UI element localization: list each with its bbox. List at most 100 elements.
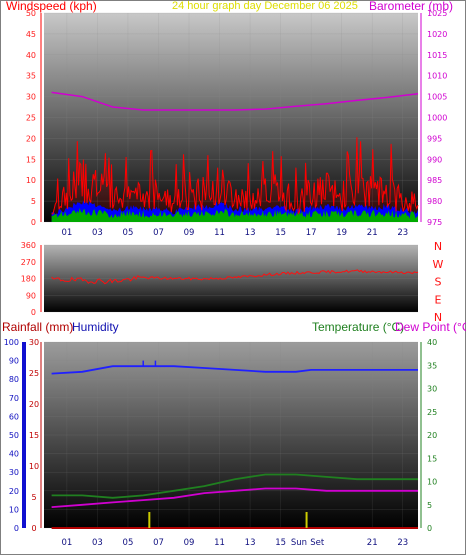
barometer-tick-label: 985 [427, 176, 442, 185]
temp-x-tick-label: Set [310, 538, 325, 548]
rain-tick-label: 15 [29, 431, 39, 440]
temp-x-tick-label: 01 [61, 538, 72, 548]
direction-tick-label: 360 [21, 241, 36, 250]
sun-marker [305, 512, 308, 528]
barometer-tick-label: 1020 [427, 30, 447, 39]
rain-tick-label: 0 [31, 524, 36, 533]
barometer-tick-label: 990 [427, 155, 442, 164]
temp-x-tick-label: 07 [153, 538, 164, 548]
barometer-axis-title: Barometer (mb) [369, 0, 454, 13]
temp-x-tick-label: Sun [291, 538, 307, 548]
wind-tick-label: 45 [26, 30, 36, 39]
barometer-tick-label: 980 [427, 197, 442, 206]
temperature-tick-label: 35 [427, 361, 437, 370]
temperature-tick-label: 5 [427, 501, 432, 510]
windspeed-line [51, 137, 419, 215]
compass-label: E [435, 293, 442, 306]
windspeed-fill [51, 137, 418, 222]
humidity-axis-title: Humidity [72, 320, 119, 334]
temp-x-tick-label: 15 [275, 538, 286, 548]
wind-green-band [51, 208, 418, 222]
compass-label: W [433, 258, 444, 271]
rain-tick-label: 25 [29, 369, 39, 378]
humidity-tick-label: 50 [9, 431, 19, 440]
wind-x-tick-label: 23 [397, 228, 408, 238]
humidity-line [51, 365, 418, 375]
wind-tick-label: 15 [26, 155, 36, 164]
wind-tick-label: 10 [26, 176, 36, 185]
dewpoint-axis-title: Dew Point (°C) [395, 320, 466, 334]
rain-tick-label: 5 [31, 493, 36, 502]
humidity-tick-label: 40 [9, 450, 19, 459]
wind-tick-label: 5 [31, 197, 36, 206]
humidity-tick-label: 100 [4, 338, 19, 347]
temperature-axis-title: Temperature (°C) [312, 320, 405, 334]
compass-label: S [435, 276, 442, 289]
humidity-tick-label: 80 [9, 375, 19, 384]
barometer-tick-label: 1005 [427, 93, 447, 102]
direction-tick-label: 90 [26, 291, 36, 300]
humidity-tick-label: 10 [9, 505, 19, 514]
wind-tick-label: 30 [26, 93, 36, 102]
direction-tick-label: 270 [21, 258, 36, 267]
temp-x-tick-label: 21 [367, 538, 378, 548]
barometer-line [51, 91, 419, 111]
barometer-tick-label: 1000 [427, 114, 447, 123]
temp-x-tick-label: 13 [245, 538, 256, 548]
direction-tick-label: 0 [31, 308, 36, 317]
wind-x-tick-label: 17 [306, 228, 317, 238]
temperature-tick-label: 0 [427, 524, 432, 533]
direction-line [51, 269, 419, 285]
temperature-tick-label: 10 [427, 478, 437, 487]
temperature-tick-label: 30 [427, 385, 437, 394]
humidity-tick-label: 20 [9, 487, 19, 496]
barometer-tick-label: 1025 [427, 9, 447, 18]
wind-tick-label: 0 [31, 218, 36, 227]
humidity-axis-bar [22, 342, 26, 528]
dewpoint-line [51, 487, 418, 508]
humidity-tick-label: 30 [9, 468, 19, 477]
barometer-tick-label: 1010 [427, 72, 447, 81]
wind-tick-label: 35 [26, 72, 36, 81]
temperature-tick-label: 20 [427, 431, 437, 440]
wind-x-tick-label: 19 [336, 228, 347, 238]
temperature-tick-label: 15 [427, 454, 437, 463]
temperature-line [51, 473, 418, 499]
wind-x-tick-label: 05 [123, 228, 134, 238]
direction-panel-background [44, 245, 418, 312]
temp-x-tick-label: 05 [123, 538, 134, 548]
wind-x-tick-label: 15 [275, 228, 286, 238]
sun-marker [148, 512, 151, 528]
humidity-tick-label: 0 [14, 524, 19, 533]
temp-x-tick-label: 03 [92, 538, 103, 548]
compass-label: N [434, 240, 442, 253]
humidity-tick-label: 70 [9, 394, 19, 403]
direction-tick-label: 180 [21, 275, 36, 284]
wind-tick-label: 25 [26, 114, 36, 123]
wind-x-tick-label: 09 [184, 228, 195, 238]
wind-x-tick-label: 07 [153, 228, 164, 238]
compass-label: N [434, 311, 442, 324]
wind-x-tick-label: 01 [61, 228, 72, 238]
rain-tick-label: 10 [29, 462, 39, 471]
barometer-tick-label: 995 [427, 134, 442, 143]
wind-x-tick-label: 03 [92, 228, 103, 238]
wind-tick-label: 40 [26, 51, 36, 60]
humidity-tick-label: 90 [9, 357, 19, 366]
rain-tick-label: 20 [29, 400, 39, 409]
windspeed-axis-title: Windspeed (kph) [6, 0, 97, 13]
barometer-tick-label: 975 [427, 218, 442, 227]
wind-x-tick-label: 11 [214, 228, 225, 238]
rainfall-axis-title: Rainfall (mm) [2, 320, 74, 334]
wind-x-tick-label: 21 [367, 228, 378, 238]
temp-x-tick-label: 09 [184, 538, 195, 548]
barometer-tick-label: 1015 [427, 51, 447, 60]
humidity-tick-label: 60 [9, 412, 19, 421]
temp-x-tick-label: 11 [214, 538, 225, 548]
wind-tick-label: 50 [26, 9, 36, 18]
chart-title: 24 hour graph day December 06 2025 [172, 0, 358, 12]
temperature-tick-label: 40 [427, 338, 437, 347]
temp-x-tick-label: 23 [397, 538, 408, 548]
temperature-tick-label: 25 [427, 408, 437, 417]
